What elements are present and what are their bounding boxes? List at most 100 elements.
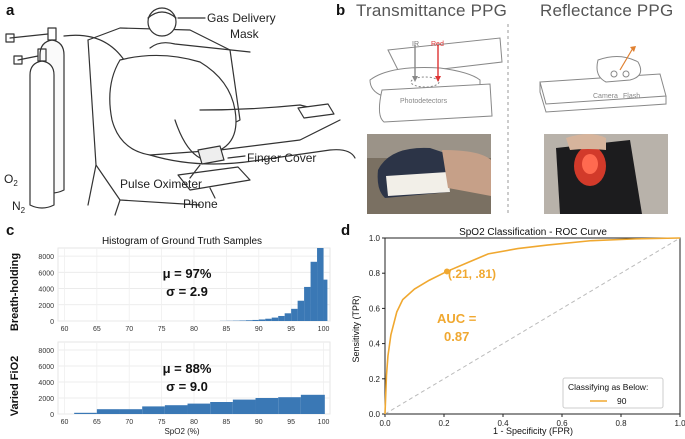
legend-title: Classifying as Below: bbox=[568, 382, 648, 392]
hist-xtick-label: 95 bbox=[287, 419, 295, 426]
panel-b-letter: b bbox=[336, 2, 346, 19]
roc-xtick-label: 1.0 bbox=[674, 419, 685, 428]
hist-xtick-label: 60 bbox=[61, 326, 69, 333]
histogram-bottom: 0 2000 4000 6000 8000 60 65 70 75 80 85 90 95 100 bbox=[38, 341, 331, 426]
legend-entry: 90 bbox=[617, 396, 627, 406]
roc-legend: Classifying as Below: 90 bbox=[562, 377, 664, 409]
transmittance-title: Transmittance PPG bbox=[356, 1, 508, 20]
reflectance-title: Reflectance PPG bbox=[540, 1, 674, 20]
histogram-top: 0 2000 4000 6000 8000 60 65 70 75 80 85 90 95 100 bbox=[38, 247, 331, 333]
panel-c-letter: c bbox=[6, 222, 15, 239]
roc-xlabel: 1 - Specificity (FPR) bbox=[493, 426, 573, 436]
hist-bar bbox=[187, 403, 211, 414]
panel-a-letter: a bbox=[6, 2, 15, 19]
hist-ytick-label: 8000 bbox=[38, 348, 54, 355]
hist-bar bbox=[119, 409, 143, 414]
roc-xtick-label: 0.8 bbox=[615, 419, 627, 428]
hist-bar bbox=[210, 402, 233, 414]
photodetectors-label: Photodetectors bbox=[400, 98, 448, 105]
roc-ytick-label: 0.4 bbox=[369, 340, 381, 349]
hist-ytick-label: 6000 bbox=[38, 364, 54, 371]
hist-ytick-label: 0 bbox=[50, 412, 54, 419]
panel-a-illustration: Gas Delivery Mask Finger Cover Pulse Oxi… bbox=[4, 7, 356, 216]
auc-line1: AUC = bbox=[437, 311, 477, 326]
hist-xtick-label: 90 bbox=[255, 419, 263, 426]
hist-bar bbox=[317, 248, 324, 321]
hist-xtick-label: 75 bbox=[158, 419, 166, 426]
gas-mask-label-line1: Gas Delivery bbox=[207, 11, 276, 25]
roc-annotation: (.21, .81) bbox=[448, 267, 496, 281]
roc-xtick-label: 0.6 bbox=[556, 419, 568, 428]
hist-ytick-label: 6000 bbox=[38, 270, 54, 277]
hist-bar bbox=[164, 405, 188, 414]
roc-ylabel: Sensitivity (TPR) bbox=[351, 295, 361, 362]
hist-xtick-label: 85 bbox=[222, 419, 230, 426]
flash-label: Flash bbox=[623, 93, 640, 100]
roc-curve bbox=[384, 237, 681, 415]
ir-label: IR bbox=[412, 41, 419, 48]
panel-d-letter: d bbox=[341, 222, 351, 239]
hist-xtick-label: 65 bbox=[93, 419, 101, 426]
roc-ytick-label: 0.0 bbox=[369, 410, 381, 419]
top-ylabel: Breath-holding bbox=[9, 253, 21, 331]
hist-xtick-label: 80 bbox=[190, 326, 198, 333]
histogram-figure: Histogram of Ground Truth Samples 0 2000 4… bbox=[9, 236, 331, 436]
bottom-std: σ = 9.0 bbox=[166, 379, 208, 394]
hist-bar bbox=[284, 313, 292, 321]
photo-reflectance-phone bbox=[544, 134, 668, 214]
phone-label: Phone bbox=[183, 197, 218, 211]
roc-title: SpO2 Classification - ROC Curve bbox=[459, 227, 607, 238]
hist-bar bbox=[323, 279, 328, 321]
o2-label: O2 bbox=[4, 172, 18, 188]
hist-bar bbox=[96, 409, 120, 414]
histogram-title: Histogram of Ground Truth Samples bbox=[102, 236, 262, 247]
roc-marker-point bbox=[443, 268, 450, 275]
gas-mask-label-line2: Mask bbox=[230, 27, 260, 41]
hist-xtick-label: 90 bbox=[255, 326, 263, 333]
hist-xtick-label: 70 bbox=[125, 326, 133, 333]
hist-bar bbox=[265, 318, 272, 321]
gas-cylinder-n2 bbox=[13, 48, 55, 209]
hist-xtick-label: 95 bbox=[287, 326, 295, 333]
hist-xtick-label: 100 bbox=[318, 326, 330, 333]
hist-xtick-label: 100 bbox=[318, 419, 330, 426]
roc-ytick-label: 0.8 bbox=[369, 269, 381, 278]
hist-xtick-label: 70 bbox=[125, 419, 133, 426]
hist-bar bbox=[278, 397, 301, 414]
top-std: σ = 2.9 bbox=[166, 284, 208, 299]
histogram-xlabel: SpO2 (%) bbox=[164, 427, 199, 436]
hist-bar bbox=[232, 399, 256, 414]
hist-ytick-label: 4000 bbox=[38, 380, 54, 387]
roc-ytick-label: 1.0 bbox=[369, 234, 381, 243]
hist-bar bbox=[297, 300, 305, 321]
photo-pulse-oximeter bbox=[367, 134, 491, 214]
hist-ytick-label: 0 bbox=[50, 319, 54, 326]
hist-ytick-label: 8000 bbox=[38, 254, 54, 261]
bottom-ylabel: Varied FiO2 bbox=[9, 356, 21, 417]
hist-xtick-label: 65 bbox=[93, 326, 101, 333]
roc-ytick-label: 0.6 bbox=[369, 304, 381, 313]
roc-xtick-label: 0.4 bbox=[497, 419, 509, 428]
hist-bar bbox=[278, 315, 285, 321]
pulse-oximeter-label: Pulse Oximeter bbox=[120, 177, 202, 191]
hist-bar bbox=[252, 319, 259, 321]
red-label: Red bbox=[431, 41, 444, 48]
hist-xtick-label: 60 bbox=[61, 419, 69, 426]
roc-xtick-label: 0.2 bbox=[438, 419, 450, 428]
hist-xtick-label: 85 bbox=[222, 326, 230, 333]
hist-bar bbox=[142, 406, 165, 414]
top-mean: μ = 97% bbox=[163, 266, 212, 281]
hist-bar bbox=[310, 261, 318, 321]
n2-label: N2 bbox=[12, 199, 26, 215]
hist-bar bbox=[271, 317, 279, 321]
roc-chance-line bbox=[384, 237, 681, 415]
hist-ytick-label: 2000 bbox=[38, 303, 54, 310]
panel-b-illustration: IR Red Photodetectors Camera Flash bbox=[367, 24, 668, 216]
roc-ytick-label: 0.2 bbox=[369, 375, 381, 384]
hist-ytick-label: 4000 bbox=[38, 287, 54, 294]
hist-xtick-label: 80 bbox=[190, 419, 198, 426]
hist-xtick-label: 75 bbox=[158, 326, 166, 333]
roc-figure: SpO2 Classification - ROC Curve 0.0 0.2 0.… bbox=[351, 227, 685, 436]
roc-xtick-label: 0.0 bbox=[379, 419, 391, 428]
hist-bar bbox=[304, 286, 311, 321]
